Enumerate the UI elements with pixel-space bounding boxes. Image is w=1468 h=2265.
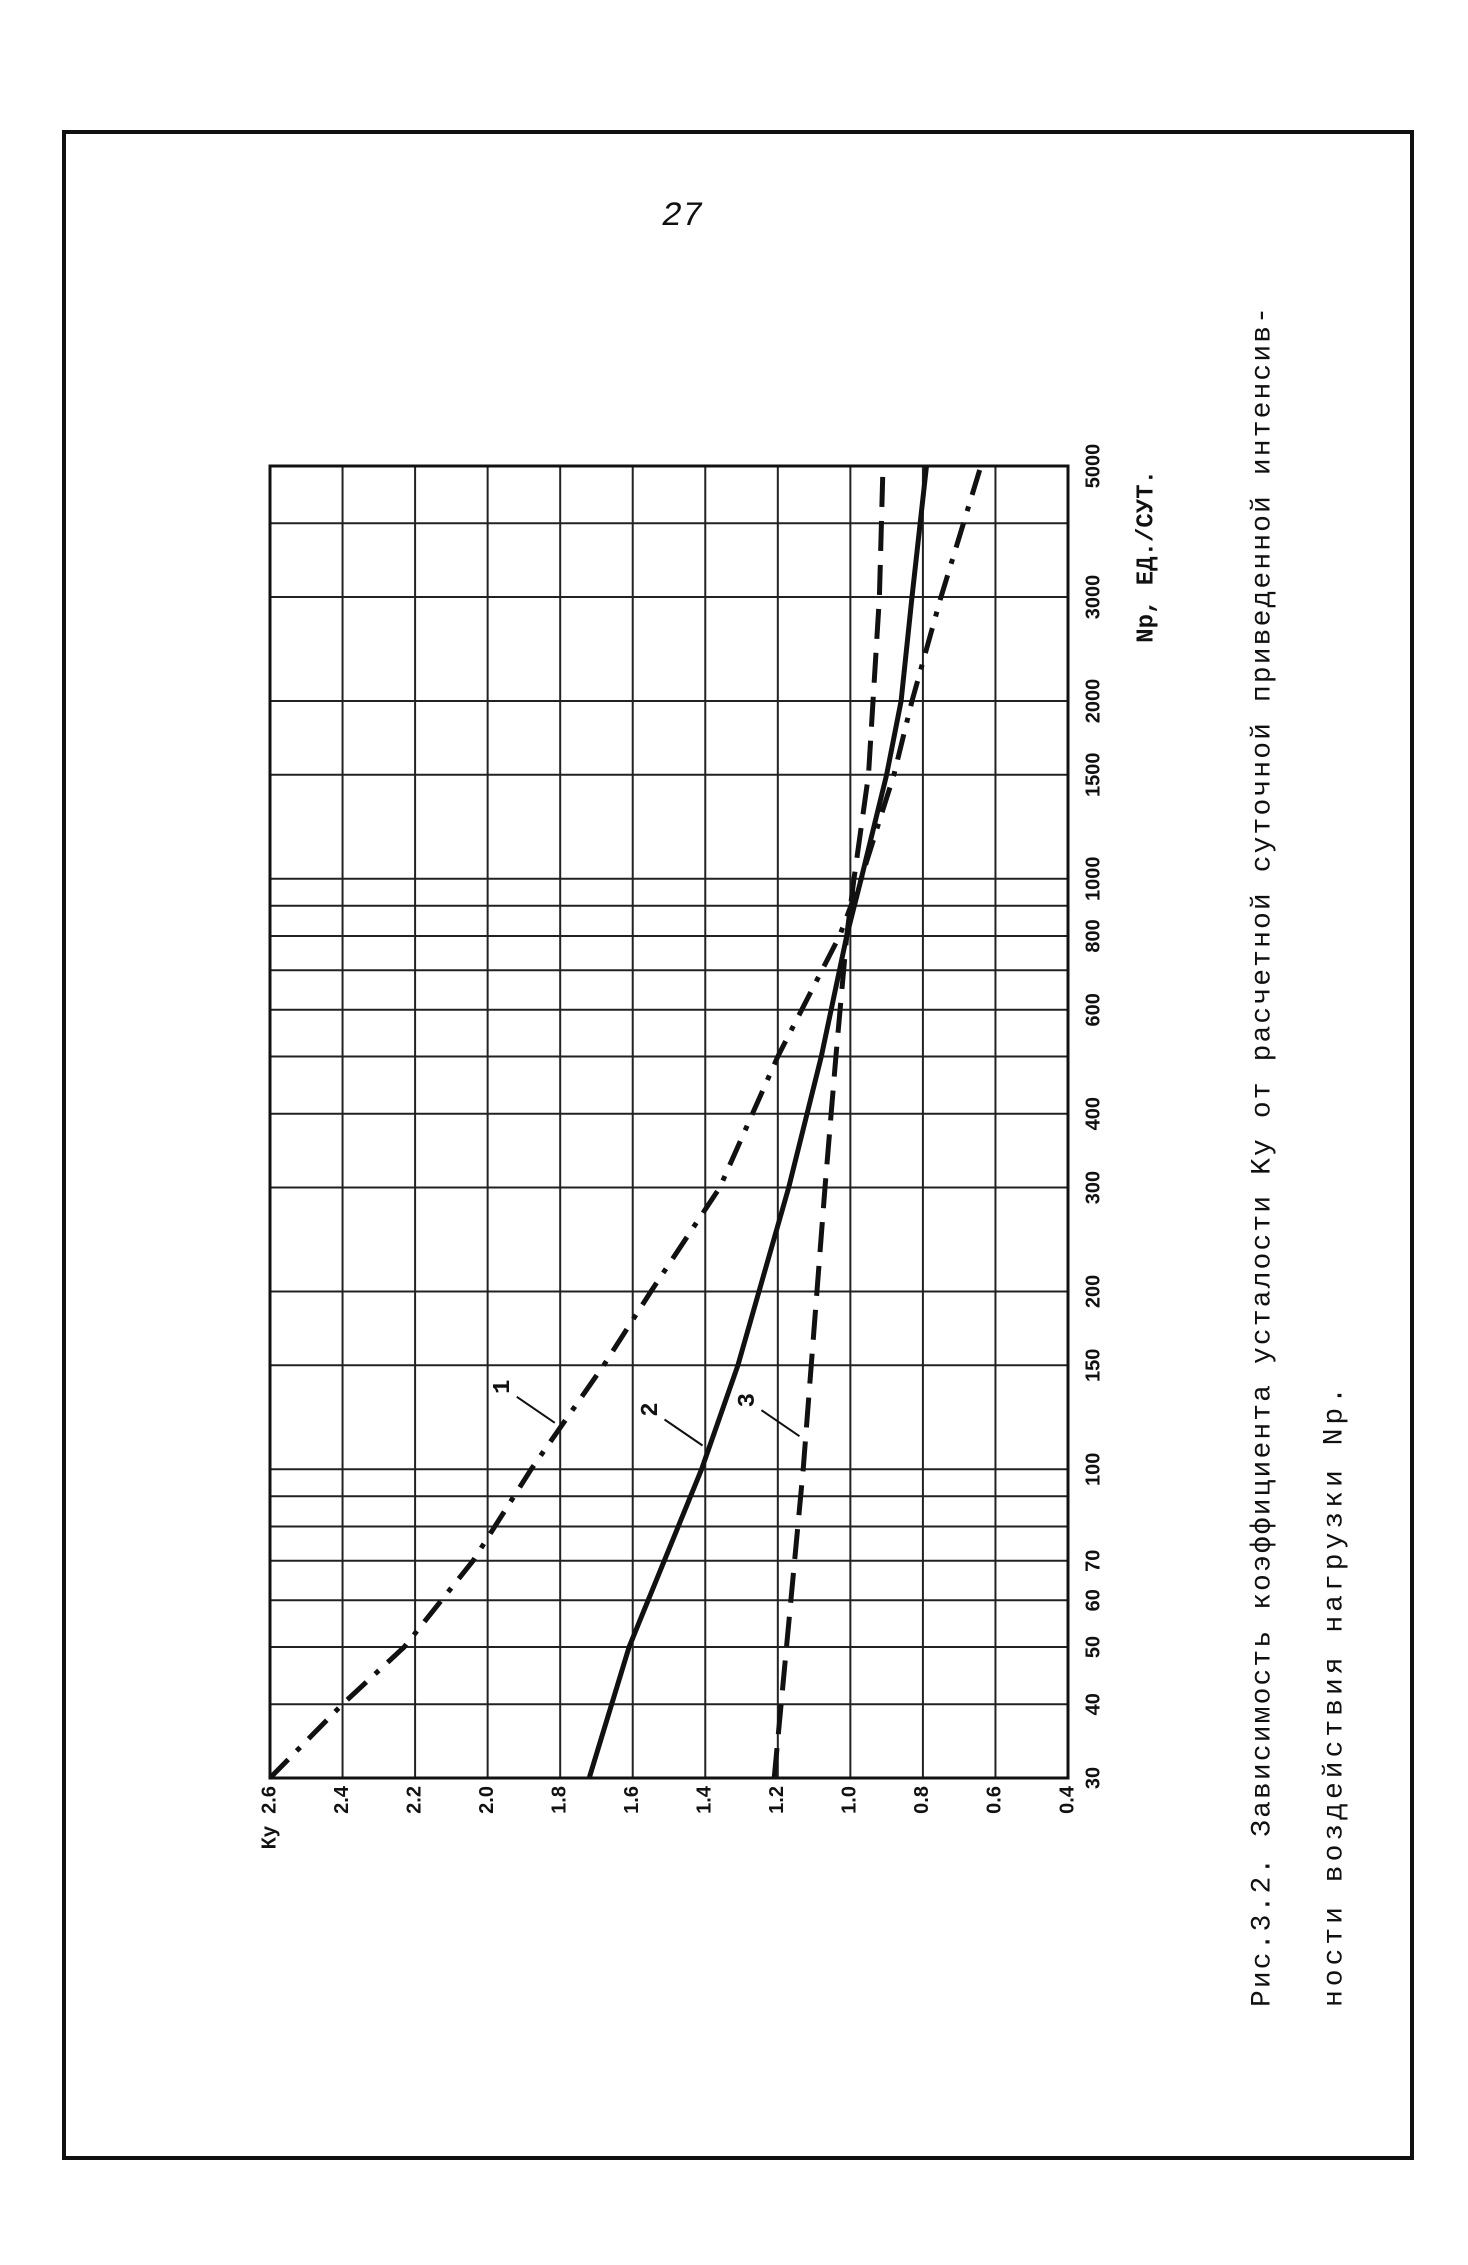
x-tick-label: 40 xyxy=(1082,1693,1104,1715)
label-leader xyxy=(760,1409,801,1438)
page-number: 27 xyxy=(662,198,703,236)
y-axis-label: Ку xyxy=(258,1825,280,1849)
series-label: 2 xyxy=(638,1402,665,1416)
y-tick-label: 1.0 xyxy=(839,1786,861,1814)
page-border xyxy=(62,130,1414,2160)
x-tick-label: 300 xyxy=(1082,1171,1104,1204)
y-tick-label: 0.6 xyxy=(984,1786,1006,1814)
x-tick-label: 30 xyxy=(1082,1767,1104,1789)
x-tick-label: 600 xyxy=(1082,993,1104,1026)
series-line xyxy=(586,465,929,1779)
x-tick-label: 400 xyxy=(1082,1097,1104,1130)
x-tick-label: 100 xyxy=(1082,1453,1104,1486)
label-leader xyxy=(663,1418,704,1447)
plot-frame xyxy=(268,464,1070,1780)
y-tick-label: 1.6 xyxy=(621,1786,643,1814)
y-tick-label: 2.0 xyxy=(476,1786,498,1814)
series-label: 1 xyxy=(490,1380,517,1394)
x-tick-label: 3000 xyxy=(1082,575,1104,620)
x-tick-label: 1500 xyxy=(1082,753,1104,798)
series-line xyxy=(771,465,886,1779)
x-tick-label: 60 xyxy=(1082,1589,1104,1611)
y-tick-label: 0.4 xyxy=(1056,1785,1078,1814)
y-tick-label: 2.4 xyxy=(331,1785,353,1814)
x-tick-label: 1000 xyxy=(1082,856,1104,901)
y-tick-label: 1.4 xyxy=(694,1785,716,1814)
label-leader xyxy=(516,1395,556,1424)
series-line xyxy=(268,465,984,1780)
y-tick-label: 0.8 xyxy=(911,1786,933,1814)
y-tick-label: 1.2 xyxy=(766,1786,788,1814)
y-tick-label: 2.2 xyxy=(403,1786,425,1814)
x-axis-label: Np, ЕД./СУТ. xyxy=(1133,470,1160,643)
x-tick-label: 5000 xyxy=(1082,444,1104,489)
y-tick-label: 1.8 xyxy=(548,1786,570,1814)
x-tick-label: 200 xyxy=(1082,1275,1104,1308)
x-tick-label: 2000 xyxy=(1082,679,1104,724)
y-tick-label: 2.6 xyxy=(258,1786,280,1814)
x-tick-label: 800 xyxy=(1082,919,1104,952)
x-tick-label: 150 xyxy=(1082,1349,1104,1382)
series-label: 3 xyxy=(735,1393,762,1407)
plot: 30 40 50 60 70 100 150 200 300 400 600 800 1000 1500 2… xyxy=(258,444,1160,1850)
x-tick-label: 70 xyxy=(1082,1550,1104,1572)
x-tick-label: 50 xyxy=(1082,1636,1104,1658)
